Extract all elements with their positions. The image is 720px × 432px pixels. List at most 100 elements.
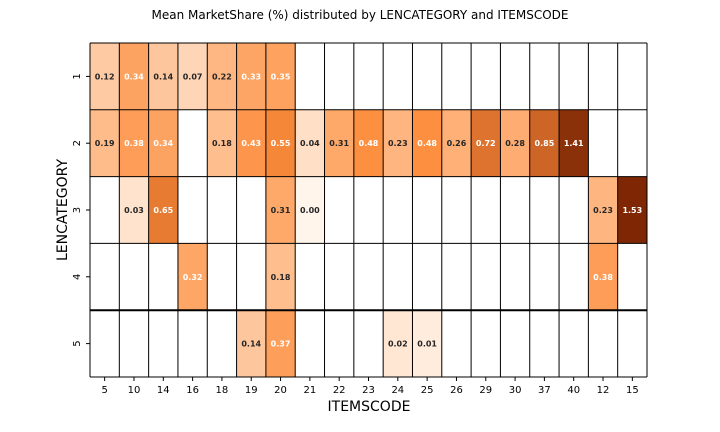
cell-value-label: 0.18 bbox=[212, 139, 232, 148]
cell-value-label: 0.31 bbox=[271, 206, 291, 215]
heatmap-cell bbox=[148, 176, 178, 244]
heatmap-cell bbox=[353, 43, 384, 110]
x-tick-label: 16 bbox=[186, 385, 199, 396]
cell-value-label: 0.65 bbox=[153, 206, 173, 215]
heatmap-cell bbox=[90, 43, 120, 110]
heatmap-cell bbox=[177, 109, 208, 177]
x-tick-label: 14 bbox=[157, 385, 170, 396]
heatmap-cell bbox=[324, 109, 354, 177]
heatmap-cell bbox=[295, 310, 325, 377]
cell-value-label: 0.48 bbox=[417, 139, 437, 148]
chart-title: Mean MarketShare (%) distributed by LENC… bbox=[152, 8, 569, 22]
heatmap-cell bbox=[383, 310, 413, 377]
heatmap-cell bbox=[559, 310, 589, 377]
cell-value-label: 0.19 bbox=[95, 139, 115, 148]
heatmap-cell bbox=[588, 43, 618, 110]
cell-value-label: 0.01 bbox=[417, 340, 437, 349]
heatmap-cell bbox=[119, 310, 149, 377]
x-tick-label: 29 bbox=[479, 385, 492, 396]
x-tick-label: 20 bbox=[274, 385, 287, 396]
cell-value-label: 0.37 bbox=[271, 340, 291, 349]
heatmap-cell bbox=[207, 176, 237, 244]
y-tick-label: 1 bbox=[72, 73, 83, 79]
heatmap-cell bbox=[383, 176, 413, 244]
cell-value-label: 0.32 bbox=[183, 273, 203, 282]
heatmap-cell bbox=[529, 310, 560, 377]
heatmap-cell bbox=[559, 243, 589, 311]
cell-value-label: 1.41 bbox=[564, 139, 584, 148]
heatmap-cell bbox=[412, 176, 442, 244]
heatmap-cell bbox=[412, 43, 442, 110]
heatmap-cell bbox=[559, 176, 589, 244]
x-tick-label: 5 bbox=[101, 385, 107, 396]
heatmap-cell bbox=[529, 43, 560, 110]
cell-value-label: 0.48 bbox=[359, 139, 379, 148]
heatmap-cell bbox=[295, 243, 325, 311]
heatmap-cell bbox=[207, 310, 237, 377]
heatmap-cell bbox=[119, 43, 149, 110]
heatmap-cell bbox=[265, 109, 296, 177]
heatmap-cell bbox=[500, 43, 530, 110]
x-tick-label: 15 bbox=[626, 385, 639, 396]
heatmap-cell bbox=[441, 243, 472, 311]
heatmap-cell bbox=[353, 109, 384, 177]
x-tick-label: 21 bbox=[304, 385, 317, 396]
x-tick-label: 12 bbox=[597, 385, 610, 396]
heatmap-cell bbox=[588, 310, 618, 377]
y-axis-ticks: 1 2 3 4 5 bbox=[72, 73, 90, 347]
heatmap-cell bbox=[353, 243, 384, 311]
cell-value-label: 0.28 bbox=[505, 139, 525, 148]
heatmap-cell bbox=[207, 43, 237, 110]
cell-value-label: 0.03 bbox=[124, 206, 144, 215]
x-tick-label: 24 bbox=[391, 385, 404, 396]
x-tick-label: 19 bbox=[245, 385, 258, 396]
heatmap-cell bbox=[529, 243, 560, 311]
cell-value-label: 0.34 bbox=[124, 72, 144, 81]
heatmap-cell bbox=[324, 243, 354, 311]
y-tick-label: 5 bbox=[72, 340, 83, 346]
heatmap-cell bbox=[148, 43, 178, 110]
heatmap-cell bbox=[295, 176, 325, 244]
heatmap-cell bbox=[500, 310, 530, 377]
heatmap-cell bbox=[324, 43, 354, 110]
heatmap-cell bbox=[500, 109, 530, 177]
heatmap-cell bbox=[148, 310, 178, 377]
heatmap-cell bbox=[529, 176, 560, 244]
cell-value-label: 0.26 bbox=[447, 139, 467, 148]
heatmap-cell bbox=[177, 310, 208, 377]
cell-value-label: 0.07 bbox=[183, 72, 203, 81]
cell-value-label: 0.18 bbox=[271, 273, 291, 282]
heatmap-cell bbox=[559, 43, 589, 110]
heatmap-cell bbox=[148, 243, 178, 311]
cell-value-label: 0.43 bbox=[241, 139, 261, 148]
cell-value-label: 0.14 bbox=[241, 340, 261, 349]
cell-value-label: 0.34 bbox=[153, 139, 173, 148]
heatmap-cell bbox=[617, 310, 647, 377]
heatmap-cell bbox=[90, 243, 120, 311]
y-tick-label: 3 bbox=[72, 207, 83, 213]
heatmap-cell bbox=[471, 109, 501, 177]
heatmap-cell bbox=[353, 310, 384, 377]
heatmap-cell bbox=[324, 176, 354, 244]
cell-value-label: 0.02 bbox=[388, 340, 408, 349]
heatmap-cell bbox=[617, 43, 647, 110]
x-tick-label: 25 bbox=[421, 385, 434, 396]
heatmap-cell bbox=[588, 109, 618, 177]
x-axis-ticks: 5 10 14 16 18 19 20 21 22 23 24 25 26 29 30 37 40 12 15 bbox=[101, 377, 639, 396]
heatmap-cell bbox=[471, 43, 501, 110]
heatmap-cell bbox=[471, 243, 501, 311]
x-tick-label: 22 bbox=[333, 385, 346, 396]
heatmap-cell bbox=[617, 176, 647, 244]
heatmap-cell bbox=[412, 243, 442, 311]
heatmap-cell bbox=[90, 176, 120, 244]
cell-value-label: 0.12 bbox=[95, 72, 115, 81]
heatmap-cell bbox=[588, 243, 618, 311]
heatmap-cell bbox=[90, 109, 120, 177]
cell-value-label: 0.38 bbox=[593, 273, 613, 282]
heatmap-cell bbox=[207, 109, 237, 177]
heatmap-cell bbox=[295, 109, 325, 177]
heatmap-cell bbox=[177, 243, 208, 311]
cell-value-label: 0.31 bbox=[329, 139, 349, 148]
heatmap-cell bbox=[617, 243, 647, 311]
